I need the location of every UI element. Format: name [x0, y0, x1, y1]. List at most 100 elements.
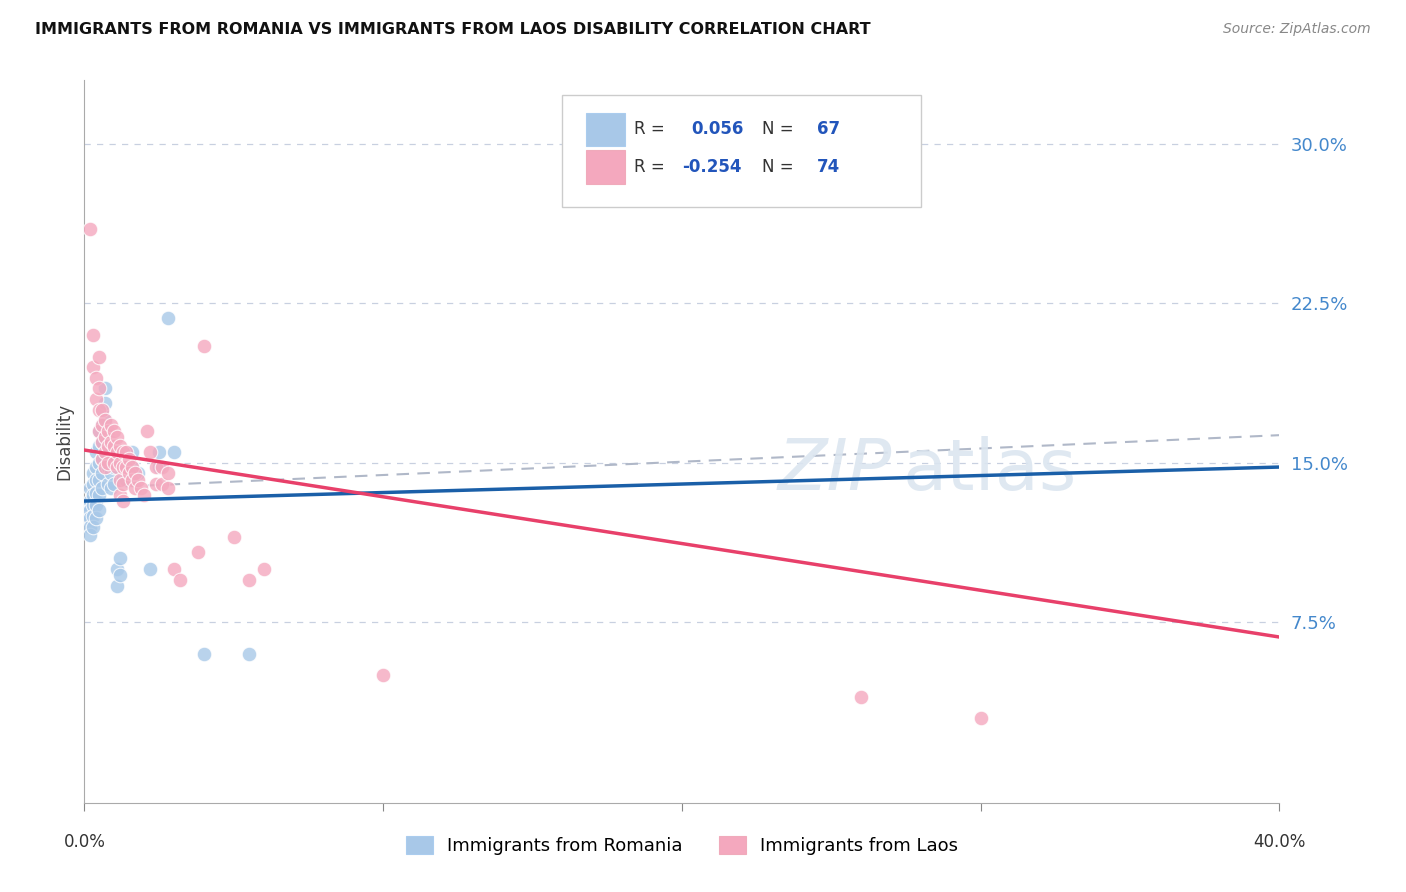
FancyBboxPatch shape	[586, 112, 624, 146]
Point	[148, 445, 170, 459]
Point	[97, 445, 120, 459]
Point	[89, 502, 111, 516]
Point	[91, 402, 114, 417]
Point	[100, 467, 122, 481]
Point	[100, 451, 122, 466]
Point	[118, 451, 141, 466]
Point	[115, 473, 138, 487]
Point	[100, 434, 122, 449]
Point	[105, 445, 128, 459]
Point	[94, 396, 117, 410]
Point	[94, 413, 117, 427]
Point	[105, 579, 128, 593]
Point	[91, 417, 114, 432]
Point	[121, 445, 143, 459]
Point	[86, 511, 108, 525]
Point	[115, 460, 138, 475]
Point	[91, 481, 114, 495]
Point	[94, 381, 117, 395]
Point	[89, 424, 111, 438]
Point	[97, 460, 120, 475]
Point	[82, 467, 104, 481]
Point	[110, 488, 132, 502]
Point	[110, 456, 132, 470]
Text: R =: R =	[634, 120, 671, 138]
Point	[89, 456, 111, 470]
Point	[94, 430, 117, 444]
Point	[118, 467, 141, 481]
Point	[94, 413, 117, 427]
Point	[89, 488, 111, 502]
Point	[86, 445, 108, 459]
Text: 74: 74	[817, 158, 841, 176]
Point	[150, 477, 173, 491]
Point	[222, 530, 245, 544]
Point	[91, 467, 114, 481]
Point	[129, 481, 152, 495]
Text: atlas: atlas	[903, 436, 1077, 505]
Point	[82, 508, 104, 523]
Point	[139, 562, 162, 576]
Point	[100, 481, 122, 495]
Point	[86, 392, 108, 406]
Point	[121, 460, 143, 475]
Point	[851, 690, 873, 704]
Text: 0.056: 0.056	[692, 120, 744, 138]
Point	[105, 562, 128, 576]
Point	[163, 562, 186, 576]
Point	[193, 339, 215, 353]
Point	[124, 467, 146, 481]
Point	[82, 328, 104, 343]
Point	[157, 481, 180, 495]
Point	[86, 498, 108, 512]
Point	[94, 460, 117, 475]
FancyBboxPatch shape	[562, 95, 921, 207]
Point	[238, 647, 260, 661]
Point	[110, 568, 132, 582]
Text: Source: ZipAtlas.com: Source: ZipAtlas.com	[1223, 22, 1371, 37]
Point	[121, 473, 143, 487]
Point	[157, 467, 180, 481]
Point	[86, 460, 108, 475]
Text: IMMIGRANTS FROM ROMANIA VS IMMIGRANTS FROM LAOS DISABILITY CORRELATION CHART: IMMIGRANTS FROM ROMANIA VS IMMIGRANTS FR…	[35, 22, 870, 37]
Point	[112, 460, 135, 475]
Point	[76, 511, 98, 525]
Point	[97, 477, 120, 491]
Text: 40.0%: 40.0%	[1253, 833, 1306, 851]
FancyBboxPatch shape	[586, 151, 624, 184]
Point	[193, 647, 215, 661]
Point	[127, 473, 149, 487]
Point	[105, 430, 128, 444]
Point	[79, 502, 101, 516]
Y-axis label: Disability: Disability	[55, 403, 73, 480]
Point	[115, 445, 138, 459]
Point	[89, 350, 111, 364]
Point	[139, 445, 162, 459]
Point	[94, 430, 117, 444]
Point	[91, 434, 114, 449]
Point	[82, 498, 104, 512]
Point	[112, 445, 135, 459]
Point	[79, 519, 101, 533]
Point	[91, 451, 114, 466]
Point	[91, 451, 114, 466]
Point	[79, 511, 101, 525]
Point	[112, 494, 135, 508]
Text: ZIP: ZIP	[778, 436, 891, 505]
Point	[103, 424, 125, 438]
Point	[103, 439, 125, 453]
Point	[76, 505, 98, 519]
Point	[91, 402, 114, 417]
Point	[110, 439, 132, 453]
Text: R =: R =	[634, 158, 671, 176]
Text: -0.254: -0.254	[682, 158, 741, 176]
Point	[115, 445, 138, 459]
Point	[94, 445, 117, 459]
Point	[97, 456, 120, 470]
Text: N =: N =	[762, 158, 799, 176]
Text: 67: 67	[817, 120, 839, 138]
Point	[89, 402, 111, 417]
Point	[105, 460, 128, 475]
Point	[100, 417, 122, 432]
Point	[79, 528, 101, 542]
